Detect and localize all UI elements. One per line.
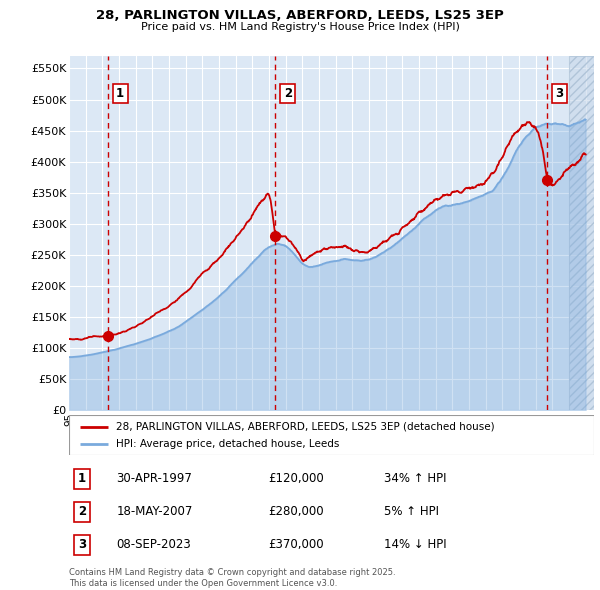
Text: 28, PARLINGTON VILLAS, ABERFORD, LEEDS, LS25 3EP (detached house): 28, PARLINGTON VILLAS, ABERFORD, LEEDS, … xyxy=(116,422,495,432)
Text: 2: 2 xyxy=(284,87,292,100)
Text: 1: 1 xyxy=(78,472,86,486)
Text: 08-SEP-2023: 08-SEP-2023 xyxy=(116,538,191,552)
Text: HPI: Average price, detached house, Leeds: HPI: Average price, detached house, Leed… xyxy=(116,439,340,449)
Text: 14% ↓ HPI: 14% ↓ HPI xyxy=(384,538,446,552)
Polygon shape xyxy=(569,56,594,410)
Text: Contains HM Land Registry data © Crown copyright and database right 2025.
This d: Contains HM Land Registry data © Crown c… xyxy=(69,568,395,588)
Text: Price paid vs. HM Land Registry's House Price Index (HPI): Price paid vs. HM Land Registry's House … xyxy=(140,22,460,32)
Text: £370,000: £370,000 xyxy=(269,538,324,552)
Text: £280,000: £280,000 xyxy=(269,505,324,519)
Text: 30-APR-1997: 30-APR-1997 xyxy=(116,472,192,486)
Text: 34% ↑ HPI: 34% ↑ HPI xyxy=(384,472,446,486)
Text: 1: 1 xyxy=(116,87,124,100)
Text: 28, PARLINGTON VILLAS, ABERFORD, LEEDS, LS25 3EP: 28, PARLINGTON VILLAS, ABERFORD, LEEDS, … xyxy=(96,9,504,22)
Text: 5% ↑ HPI: 5% ↑ HPI xyxy=(384,505,439,519)
Text: 3: 3 xyxy=(78,538,86,552)
Text: 18-MAY-2007: 18-MAY-2007 xyxy=(116,505,193,519)
Text: £120,000: £120,000 xyxy=(269,472,324,486)
Text: 2: 2 xyxy=(78,505,86,519)
Text: 3: 3 xyxy=(555,87,563,100)
